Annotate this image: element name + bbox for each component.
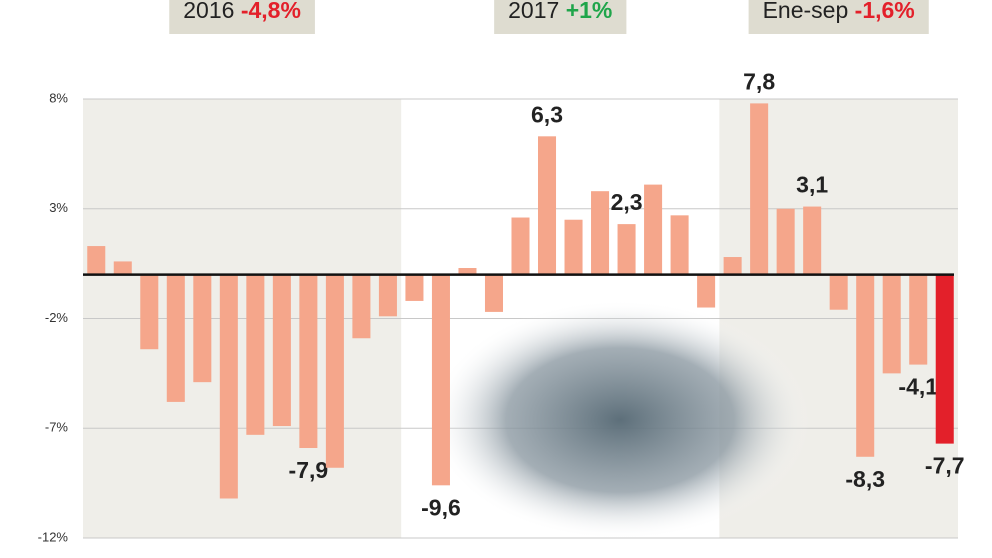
- bar: [697, 274, 716, 308]
- period-label: 2017: [508, 0, 559, 23]
- bar: [856, 274, 875, 457]
- bar: [670, 215, 689, 275]
- bar: [484, 274, 503, 312]
- bar: [591, 191, 610, 275]
- bar: [166, 274, 185, 402]
- bar: [776, 208, 795, 275]
- period-label: 2016: [183, 0, 234, 23]
- bar: [829, 274, 848, 310]
- period-label: Ene-sep: [763, 0, 849, 23]
- bar: [935, 274, 954, 444]
- value-label: 3,1: [796, 172, 828, 198]
- factory-photo: [430, 300, 810, 540]
- value-label: -8,3: [845, 466, 885, 492]
- bar: [405, 274, 424, 301]
- bar: [352, 274, 371, 339]
- bar: [113, 261, 132, 275]
- bar: [750, 103, 769, 275]
- bar: [723, 257, 742, 275]
- y-tick-label: 8%: [49, 90, 68, 105]
- value-label: -7,9: [289, 457, 329, 483]
- bar: [140, 274, 159, 350]
- y-tick-label: 3%: [49, 200, 68, 215]
- value-label: 7,8: [743, 68, 775, 94]
- period-change: -4,8%: [241, 0, 301, 23]
- period-header-box: [169, 0, 315, 34]
- value-label: 6,3: [531, 101, 563, 127]
- period-change: +1%: [566, 0, 613, 23]
- bar: [458, 268, 477, 275]
- bar: [219, 274, 238, 499]
- period-header: Ene-sep -1,6%: [763, 0, 915, 23]
- bar: [87, 246, 106, 275]
- bar: [193, 274, 212, 383]
- period-header: 2017 +1%: [508, 0, 612, 23]
- value-label: -9,6: [421, 494, 461, 520]
- bar: [378, 274, 397, 317]
- period-header: 2016 -4,8%: [183, 0, 301, 23]
- value-label: 2,3: [611, 189, 643, 215]
- bar: [882, 274, 901, 374]
- bar: [299, 274, 318, 449]
- bar: [431, 274, 450, 486]
- bar: [909, 274, 928, 365]
- bar: [644, 184, 663, 275]
- bar: [511, 217, 530, 275]
- y-tick-label: -2%: [45, 310, 69, 325]
- value-label: -7,7: [925, 453, 965, 479]
- y-tick-label: -12%: [38, 529, 69, 544]
- value-label: -4,1: [898, 374, 938, 400]
- bar: [803, 206, 822, 275]
- bar: [538, 136, 557, 275]
- period-change: -1,6%: [855, 0, 915, 23]
- bar: [617, 224, 636, 275]
- bar: [564, 219, 583, 275]
- bar: [246, 274, 265, 435]
- bar: [272, 274, 291, 427]
- bar: [325, 274, 344, 468]
- y-tick-label: -7%: [45, 420, 69, 435]
- period-header-box: [494, 0, 627, 34]
- period-header-box: [748, 0, 929, 34]
